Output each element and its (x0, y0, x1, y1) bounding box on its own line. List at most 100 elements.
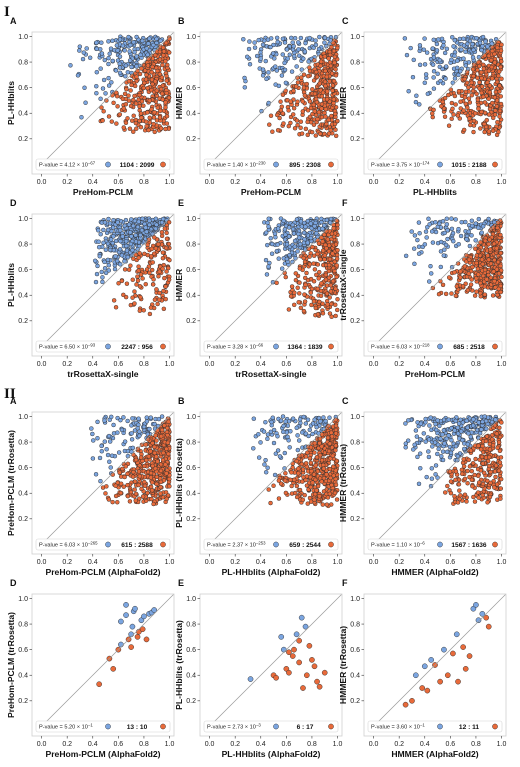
data-point (110, 38, 115, 43)
data-point (470, 55, 476, 60)
y-tick-label: 0.2 (350, 318, 360, 325)
data-point (124, 243, 129, 249)
data-point (152, 110, 157, 115)
data-point (476, 225, 481, 230)
data-point (486, 454, 492, 460)
data-point (426, 449, 431, 454)
data-point (142, 479, 147, 485)
data-point (437, 57, 443, 63)
data-point (469, 93, 475, 98)
data-point (450, 35, 455, 40)
data-point (310, 421, 316, 426)
data-point (158, 479, 164, 485)
data-point (136, 416, 141, 421)
data-point (106, 263, 112, 268)
data-point (309, 302, 314, 308)
x-tick-label: 0.4 (88, 179, 98, 186)
section-label-i: I (4, 4, 10, 20)
data-point (152, 235, 157, 240)
data-point (441, 43, 446, 48)
data-point (128, 103, 134, 109)
data-point (147, 426, 152, 432)
data-point (134, 54, 139, 59)
data-point (284, 242, 290, 247)
x-tick-label: 0.6 (445, 361, 455, 368)
x-tick-label: 1.0 (497, 559, 507, 566)
data-point (291, 477, 297, 483)
data-point (275, 39, 280, 45)
data-point (148, 475, 153, 480)
data-point (487, 90, 493, 95)
data-point (320, 462, 326, 468)
data-point (456, 226, 461, 232)
data-point (470, 264, 475, 270)
data-point (153, 246, 159, 251)
data-point (107, 221, 113, 226)
data-point (101, 227, 106, 233)
data-point (150, 440, 155, 446)
data-point (481, 62, 486, 68)
data-point (450, 106, 455, 112)
panel-ii-a: A0.0 0.20.20.40.40.60.60.80.81.01.0P-valu… (6, 396, 174, 577)
data-point (499, 42, 504, 47)
data-point (94, 40, 99, 45)
data-point (161, 450, 166, 456)
data-point (163, 105, 168, 110)
data-point (404, 52, 410, 58)
data-point (489, 437, 495, 442)
data-point (430, 62, 436, 67)
y-tick-label: 1.0 (186, 34, 196, 41)
data-point (167, 484, 172, 489)
data-point (268, 500, 273, 506)
x-tick-label: 0.2 (394, 559, 404, 566)
data-point (322, 79, 328, 85)
data-point (308, 290, 314, 295)
data-point (148, 305, 154, 310)
data-point (430, 111, 435, 116)
data-point (160, 266, 165, 271)
data-point (296, 40, 301, 45)
data-point (146, 454, 151, 459)
data-point (470, 66, 476, 72)
data-point (433, 427, 439, 433)
y-tick-label: 0.2 (186, 136, 196, 143)
data-point (448, 479, 454, 484)
data-point (326, 131, 332, 136)
x-tick-label: 0.6 (113, 741, 123, 748)
data-point (471, 47, 476, 53)
x-tick-label: 0.6 (281, 741, 291, 748)
data-point (309, 129, 315, 135)
data-point (450, 230, 456, 236)
x-axis-label: HMMER (AlphaFold2) (391, 567, 478, 577)
data-point (430, 240, 436, 245)
data-point (498, 250, 504, 256)
data-point (444, 46, 450, 52)
data-point (478, 280, 483, 286)
x-tick-label: 0.2 (230, 179, 240, 186)
data-point (115, 220, 120, 225)
data-point (457, 496, 462, 502)
data-point (471, 73, 476, 79)
data-point (135, 274, 140, 279)
data-point (333, 448, 338, 453)
data-point (142, 463, 147, 469)
panel-i-a: A0.0 0.20.20.40.40.60.60.80.81.01.0P-valu… (6, 16, 174, 197)
data-point (158, 468, 164, 474)
data-point (292, 126, 298, 131)
data-point (246, 46, 252, 52)
data-point (114, 43, 120, 48)
x-tick-label: 0.0 (205, 361, 215, 368)
data-point (493, 108, 498, 113)
data-point (276, 83, 282, 89)
data-point (266, 264, 271, 269)
data-point (479, 90, 484, 96)
data-point (118, 238, 123, 244)
x-tick-label: 0.8 (139, 559, 149, 566)
data-point (141, 308, 146, 313)
data-point (421, 47, 427, 52)
data-point (461, 108, 466, 113)
data-point (492, 51, 497, 57)
data-point (416, 251, 422, 256)
legend-dot-above (105, 161, 111, 168)
y-tick-label: 1.0 (186, 414, 196, 421)
